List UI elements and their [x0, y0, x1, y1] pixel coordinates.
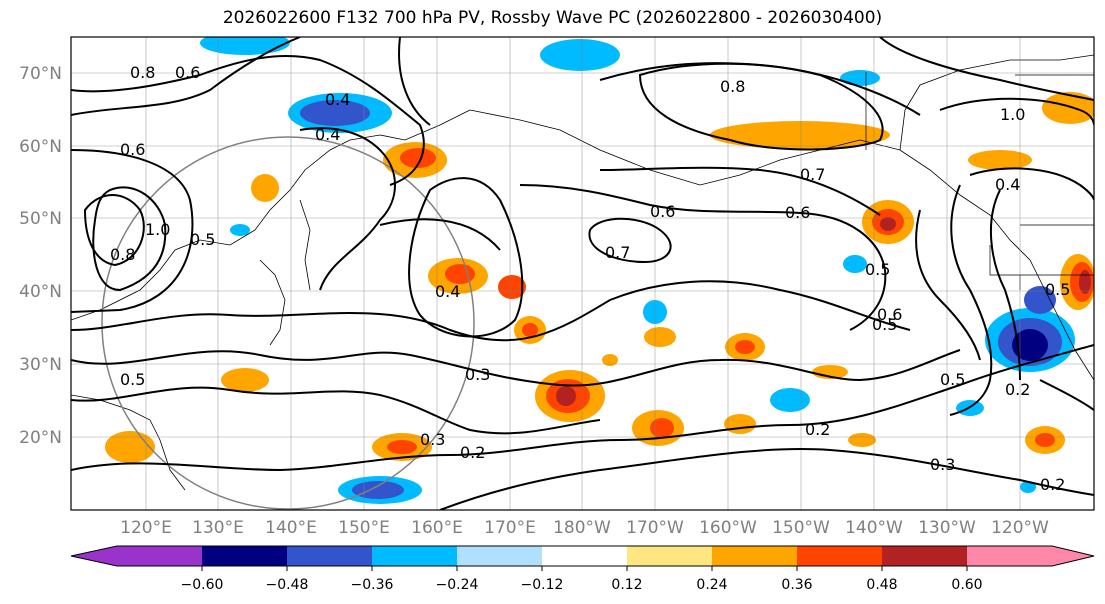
colorbar-seg	[372, 546, 457, 566]
map-title: 2026022600 F132 700 hPa PV, Rossby Wave …	[222, 8, 883, 28]
contour-label: 0.5	[940, 370, 965, 389]
colorbar-seg	[287, 546, 372, 566]
colorbar-tick-label: −0.36	[351, 577, 394, 593]
lon-label: 140°W	[845, 518, 903, 538]
contour-label: 0.6	[785, 203, 810, 222]
lon-label: 180°W	[553, 518, 611, 538]
contour-label: 0.3	[930, 455, 955, 474]
gray-circle	[101, 136, 475, 510]
colorbar-seg	[457, 546, 542, 566]
colorbar-tick-label: −0.12	[521, 577, 564, 593]
contour-label: 0.2	[1040, 475, 1065, 494]
contour-label: 0.2	[805, 420, 830, 439]
colorbar-seg	[117, 546, 202, 566]
contour-label: 0.5	[190, 230, 215, 249]
lon-label: 160°E	[411, 518, 463, 538]
colorbar-seg	[1052, 546, 1094, 566]
colorbar-seg	[967, 546, 1052, 566]
longitude-labels: 120°E 130°E 140°E 150°E 160°E 170°E 180°…	[120, 518, 1049, 538]
pv-contours	[71, 37, 1094, 510]
lon-label: 120°W	[991, 518, 1049, 538]
contour-label: 0.8	[720, 77, 745, 96]
map-frame	[70, 36, 1095, 511]
lon-label: 130°E	[192, 518, 244, 538]
contour-label: 0.8	[130, 63, 155, 82]
contour-labels: 0.8 0.6 0.4 0.4 0.6 1.0 0.5 0.8 0.8 1.0 …	[110, 63, 1070, 494]
colorbar-seg	[797, 546, 882, 566]
colorbar-tick-label: 0.36	[781, 577, 812, 593]
lon-label: 120°E	[120, 518, 172, 538]
contour-label: 0.4	[325, 90, 350, 109]
lon-label: 160°W	[699, 518, 757, 538]
lon-label: 140°E	[265, 518, 317, 538]
colorbar-tick-label: 0.60	[951, 577, 982, 593]
colorbar-seg	[71, 546, 117, 566]
lat-label: 20°N	[19, 428, 62, 448]
gridlines	[71, 37, 1094, 510]
contour-label: 0.5	[120, 370, 145, 389]
map-plot-area: 0.8 0.6 0.4 0.4 0.6 1.0 0.5 0.8 0.8 1.0 …	[71, 37, 1094, 510]
colorbar-tick-label: 0.12	[611, 577, 642, 593]
contour-label: 0.2	[1005, 380, 1030, 399]
colorbar-tick-label: 0.24	[696, 577, 727, 593]
lon-label: 150°E	[338, 518, 390, 538]
contour-label: 0.8	[110, 245, 135, 264]
contour-label: 0.5	[1045, 280, 1070, 299]
lon-label: 130°W	[918, 518, 976, 538]
contour-label: 1.0	[1000, 105, 1025, 124]
colorbar-seg	[712, 546, 797, 566]
lat-label: 40°N	[19, 282, 62, 302]
contour-label: 0.3	[420, 430, 445, 449]
colorbar-tick-label: −0.60	[181, 577, 224, 593]
coastlines	[71, 54, 1094, 491]
lon-label: 170°E	[484, 518, 536, 538]
lat-label: 50°N	[19, 209, 62, 229]
contour-label: 0.4	[435, 282, 460, 301]
lon-label: 170°W	[626, 518, 684, 538]
latitude-labels: 70°N 60°N 50°N 40°N 30°N 20°N	[19, 64, 62, 448]
colorbar-seg	[882, 546, 967, 566]
lat-label: 70°N	[19, 64, 62, 84]
contour-label: 0.3	[465, 365, 490, 384]
colorbar-seg	[542, 546, 627, 566]
colorbar-ticks	[201, 566, 968, 571]
colorbar-tick-label: −0.24	[436, 577, 479, 593]
contour-label: 0.7	[605, 243, 630, 262]
colorbar-outline	[70, 545, 1095, 567]
contour-label: 0.4	[315, 125, 340, 144]
contour-label: 0.6	[650, 202, 675, 221]
colorbar-seg	[627, 546, 712, 566]
lon-label: 150°W	[772, 518, 830, 538]
contour-label: 0.7	[800, 165, 825, 184]
contour-label: 0.6	[877, 305, 902, 324]
contour-label: 0.6	[175, 63, 200, 82]
contour-label: 0.5	[865, 260, 890, 279]
colorbar-seg	[202, 546, 287, 566]
colorbar-tick-label: 0.48	[866, 577, 897, 593]
contour-label: 1.0	[145, 220, 170, 239]
contour-label: 0.2	[460, 443, 485, 462]
colorbar: −0.60 −0.48 −0.36 −0.24 −0.12 0.12 0.24 …	[70, 545, 1095, 593]
colorbar-tick-label: −0.48	[266, 577, 309, 593]
contour-label: 0.6	[120, 140, 145, 159]
lat-label: 30°N	[19, 355, 62, 375]
contour-label: 0.4	[995, 175, 1020, 194]
contour-label: 0.5	[872, 315, 897, 334]
lat-label: 60°N	[19, 137, 62, 157]
